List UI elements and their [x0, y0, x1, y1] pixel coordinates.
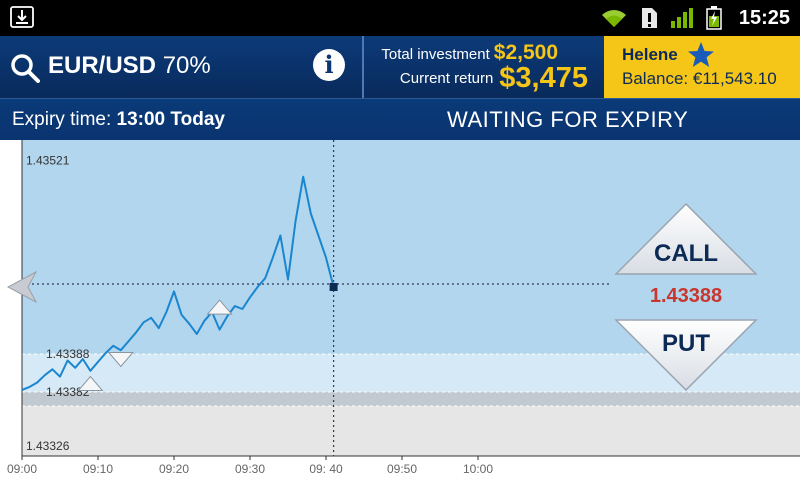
put-button[interactable]: PUT	[614, 318, 758, 392]
alert-icon	[642, 8, 657, 28]
x-tick-label: 09:50	[387, 462, 417, 476]
x-tick-label: 09:20	[159, 462, 189, 476]
put-trade-marker	[107, 351, 134, 368]
y-tick-label: 1.43326	[26, 439, 70, 453]
put-arrow-shape	[614, 319, 758, 392]
wifi-icon	[602, 10, 626, 27]
price-line	[21, 175, 335, 391]
x-tick-label: 09:10	[83, 462, 113, 476]
call-trade-marker	[206, 299, 233, 315]
asset-selector[interactable]: EUR/USD 70% i	[0, 36, 362, 98]
current-price-marker	[329, 282, 338, 291]
call-label: CALL	[654, 240, 718, 267]
battery-charging-icon	[706, 6, 722, 30]
trade-status: WAITING FOR EXPIRY	[447, 107, 689, 132]
account-balance: Balance: €11,543.10	[622, 69, 777, 88]
expiry-time-value: 13:00 Today	[116, 109, 225, 130]
investment-summary: Total investment $2,500 Current return $3,…	[364, 36, 604, 98]
x-tick-label: 10:00	[463, 462, 493, 476]
expiry-time-label: Expiry time:	[12, 109, 112, 130]
call-trade-marker	[77, 375, 104, 392]
x-tick-label: 09:30	[235, 462, 265, 476]
expiry-time: Expiry time: 13:00 Today	[12, 109, 225, 131]
info-icon[interactable]: i	[313, 49, 345, 81]
x-tick-label: 09:00	[7, 462, 37, 476]
y-axis-gutter	[0, 140, 22, 456]
put-label: PUT	[662, 330, 710, 357]
user-name: Helene	[622, 45, 678, 64]
y-tick-label: 1.43382	[46, 385, 90, 399]
status-bar: 15:25	[0, 0, 800, 36]
price-chart: 09:00 09:10 09:20 09:30 09: 40 09:50 10:00 1.43…	[0, 140, 800, 480]
put-zone	[22, 406, 800, 456]
y-tick-label: 1.43521	[26, 154, 70, 168]
star-icon	[688, 42, 714, 67]
put-band	[22, 392, 800, 407]
clock: 15:25	[738, 7, 790, 29]
current-return-value: $3,475	[499, 62, 588, 94]
call-button[interactable]: CALL	[614, 202, 758, 276]
header: EUR/USD 70% i Total investment $2,500 Cur…	[0, 36, 800, 98]
user-account-box[interactable]: Helene Balance: €11,543.10	[604, 36, 800, 98]
chart-area: 09:00 09:10 09:20 09:30 09: 40 09:50 10:00 1.43…	[0, 140, 800, 480]
y-tick-label: 1.43388	[46, 347, 90, 361]
x-tick-label: 09: 40	[309, 462, 343, 476]
asset-name: EUR/USD	[48, 52, 157, 79]
chevron-left-icon[interactable]	[4, 270, 38, 304]
call-arrow-shape	[614, 202, 758, 275]
download-icon	[10, 6, 34, 28]
header-divider	[362, 36, 364, 98]
search-icon[interactable]	[10, 53, 40, 83]
current-return-label: Current return	[399, 70, 494, 87]
asset-pair[interactable]: EUR/USD 70%	[48, 52, 211, 80]
x-axis-area	[0, 456, 800, 480]
current-price: 1.43388	[649, 285, 723, 307]
payout-percent: 70%	[162, 52, 211, 79]
total-investment-label: Total investment	[381, 46, 490, 63]
signal-icon	[671, 8, 693, 28]
expiry-bar: Expiry time: 13:00 Today WAITING FOR EXP…	[0, 98, 800, 141]
total-investment-value: $2,500	[493, 41, 558, 64]
